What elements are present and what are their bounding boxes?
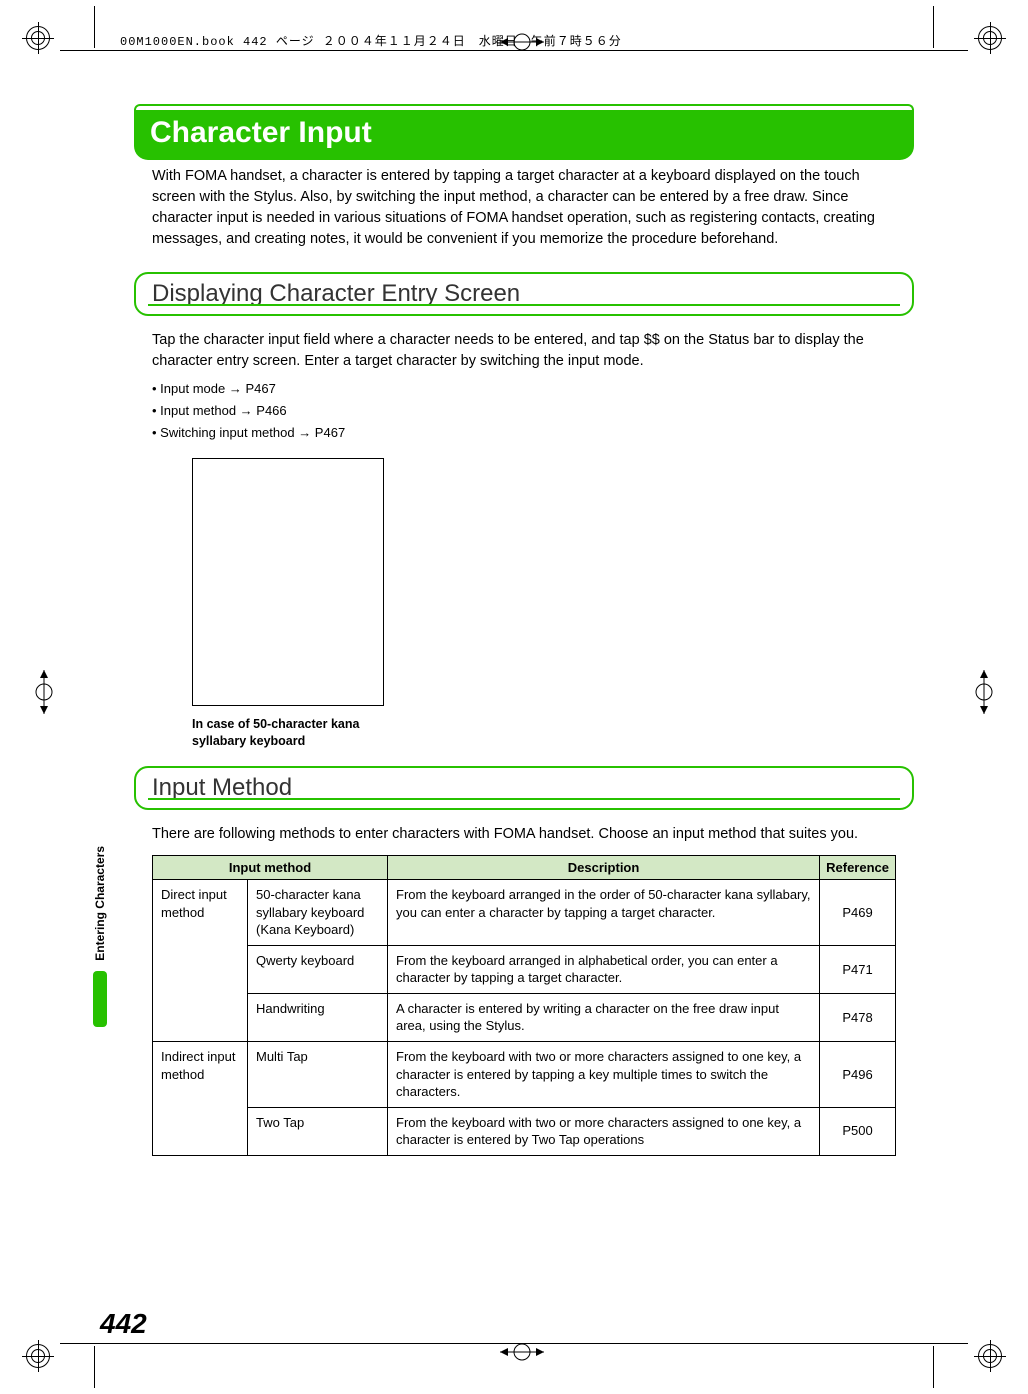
table-cell-ref: P496	[820, 1041, 896, 1107]
content-area: Character Input With FOMA handset, a cha…	[134, 104, 914, 1156]
side-tab: Entering Characters	[93, 846, 113, 1027]
table-cell-category: Direct input method	[153, 880, 248, 1042]
figure: In case of 50-character kana syllabary k…	[192, 458, 914, 750]
table-cell-ref: P500	[820, 1107, 896, 1155]
table-cell: A character is entered by writing a char…	[388, 993, 820, 1041]
table-header: Reference	[820, 856, 896, 880]
table-cell: Qwerty keyboard	[248, 945, 388, 993]
crop-arrow-icon	[970, 670, 998, 714]
table-cell: Multi Tap	[248, 1041, 388, 1107]
table-cell: Two Tap	[248, 1107, 388, 1155]
page-root: 00M1000EN.book 442 ページ ２００４年１１月２４日 水曜日 午…	[0, 0, 1028, 1394]
table-cell: From the keyboard arranged in the order …	[388, 880, 820, 946]
table-cell-ref: P478	[820, 993, 896, 1041]
table-cell: Handwriting	[248, 993, 388, 1041]
input-method-table: Input method Description Reference Direc…	[152, 855, 896, 1156]
page-number: 442	[100, 1308, 147, 1340]
figure-caption: In case of 50-character kana syllabary k…	[192, 716, 412, 750]
register-mark-icon	[978, 1344, 1002, 1368]
table-row: Qwerty keyboard From the keyboard arrang…	[153, 945, 896, 993]
running-head: 00M1000EN.book 442 ページ ２００４年１１月２４日 水曜日 午…	[120, 32, 622, 49]
table-cell: From the keyboard with two or more chara…	[388, 1041, 820, 1107]
register-mark-icon	[26, 26, 50, 50]
figure-placeholder	[192, 458, 384, 706]
table-cell: From the keyboard with two or more chara…	[388, 1107, 820, 1155]
list-item: Input method → P466	[152, 400, 896, 422]
table-row: Handwriting A character is entered by wr…	[153, 993, 896, 1041]
chapter-banner: Character Input	[134, 104, 914, 160]
section-header: Input Method	[134, 766, 914, 810]
crop-line	[933, 1346, 934, 1388]
side-tab-marker	[93, 971, 107, 1027]
crop-line	[94, 6, 95, 48]
table-cell-ref: P469	[820, 880, 896, 946]
table-row: Two Tap From the keyboard with two or mo…	[153, 1107, 896, 1155]
chapter-title: Character Input	[134, 110, 914, 160]
table-row: Direct input method 50-character kana sy…	[153, 880, 896, 946]
list-item: Input mode → P467	[152, 378, 896, 400]
crop-line	[933, 6, 934, 48]
section1-body: Tap the character input field where a ch…	[152, 330, 896, 372]
table-header: Input method	[153, 856, 388, 880]
table-row: Indirect input method Multi Tap From the…	[153, 1041, 896, 1107]
table-cell-ref: P471	[820, 945, 896, 993]
table-cell: From the keyboard arranged in alphabetic…	[388, 945, 820, 993]
table-cell-category: Indirect input method	[153, 1041, 248, 1155]
list-item: Switching input method → P467	[152, 422, 896, 444]
register-mark-icon	[26, 1344, 50, 1368]
register-mark-icon	[978, 26, 1002, 50]
section2-body: There are following methods to enter cha…	[152, 824, 896, 845]
crop-arrow-icon	[30, 670, 58, 714]
side-tab-label: Entering Characters	[93, 846, 107, 961]
table-header: Description	[388, 856, 820, 880]
crop-arrow-icon	[500, 1338, 544, 1366]
intro-paragraph: With FOMA handset, a character is entere…	[152, 166, 896, 250]
table-cell: 50-character kana syllabary keyboard (Ka…	[248, 880, 388, 946]
section-header: Displaying Character Entry Screen	[134, 272, 914, 316]
reference-list: Input mode → P467 Input method → P466 Sw…	[152, 378, 896, 444]
crop-line	[94, 1346, 95, 1388]
